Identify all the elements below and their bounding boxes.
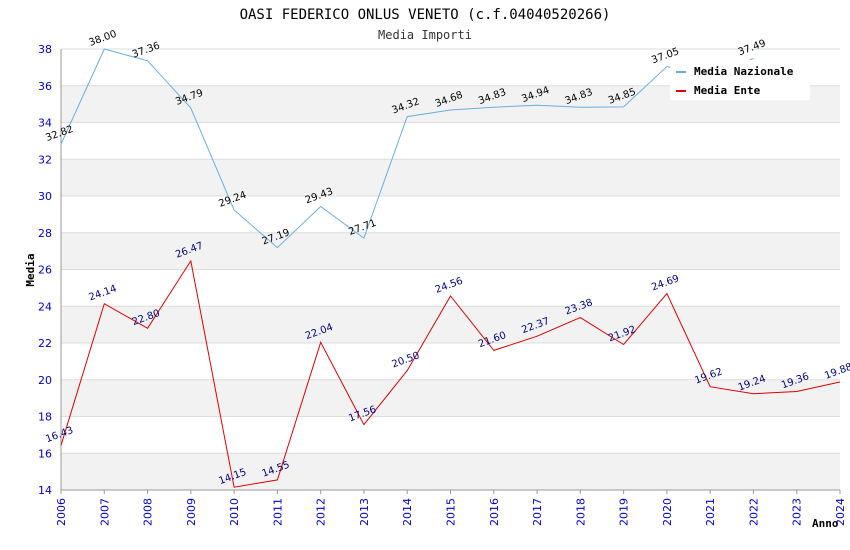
x-tick-label: 2009	[185, 498, 198, 526]
y-axis-ticks: 14 16 18 20 22 24 26 28 30 32 34 36 38	[38, 43, 52, 497]
data-label: 38.00	[88, 29, 119, 49]
x-axis-ticks: 2006 2007 2008 2009 2010 2011 2012 2013 2014 2015…	[55, 490, 847, 526]
x-tick-label: 2006	[55, 498, 68, 526]
x-tick-label: 2015	[445, 498, 458, 526]
x-tick-label: 2022	[747, 498, 760, 526]
y-tick-label: 38	[38, 43, 52, 56]
legend: Media Nazionale Media Ente	[670, 60, 810, 100]
legend-label-media-nazionale: Media Nazionale	[694, 65, 794, 78]
x-tick-label: 2011	[271, 498, 284, 526]
x-axis-label: Anno	[812, 517, 839, 530]
y-tick-label: 30	[38, 190, 52, 203]
series-lines	[60, 48, 841, 488]
x-tick-label: 2013	[358, 498, 371, 526]
y-tick-label: 24	[38, 300, 52, 313]
y-tick-label: 20	[38, 374, 52, 387]
x-tick-label: 2010	[228, 498, 241, 526]
y-tick-label: 22	[38, 337, 52, 350]
series-line-media-ente	[60, 259, 841, 488]
x-tick-label: 2012	[315, 498, 328, 526]
y-tick-label: 28	[38, 227, 52, 240]
x-tick-label: 2021	[704, 498, 717, 526]
y-tick-label: 32	[38, 153, 52, 166]
x-tick-label: 2020	[661, 498, 674, 526]
plot-band	[61, 416, 840, 454]
legend-label-media-ente: Media Ente	[694, 84, 761, 97]
x-tick-label: 2017	[531, 498, 544, 526]
x-tick-label: 2008	[142, 498, 155, 526]
y-tick-label: 26	[38, 264, 52, 277]
plot-background-bands	[61, 49, 840, 490]
plot-band	[61, 379, 840, 417]
plot-band	[61, 343, 840, 380]
plot-band	[61, 306, 840, 343]
y-tick-label: 14	[38, 484, 52, 497]
plot-band	[61, 453, 840, 490]
y-axis-label: Media	[24, 253, 37, 286]
plot-band	[61, 196, 840, 233]
x-tick-label: 2019	[618, 498, 631, 526]
plot-band	[61, 159, 840, 196]
y-tick-label: 36	[38, 80, 52, 93]
y-tick-label: 18	[38, 411, 52, 424]
y-tick-label: 34	[38, 117, 52, 130]
plot-band	[61, 269, 840, 307]
series-line-media-nazionale	[60, 48, 754, 249]
x-tick-label: 2023	[791, 498, 804, 526]
x-tick-label: 2007	[98, 498, 111, 526]
x-tick-label: 2024	[834, 498, 847, 526]
plot-band	[61, 122, 840, 160]
y-tick-label: 16	[38, 447, 52, 460]
chart-title: OASI FEDERICO ONLUS VENETO (c.f.04040520…	[240, 7, 611, 23]
x-tick-label: 2014	[401, 498, 414, 526]
x-tick-label: 2018	[574, 498, 587, 526]
chart-subtitle: Media Importi	[378, 28, 472, 42]
x-tick-label: 2016	[488, 498, 501, 526]
legend-box	[670, 60, 810, 100]
